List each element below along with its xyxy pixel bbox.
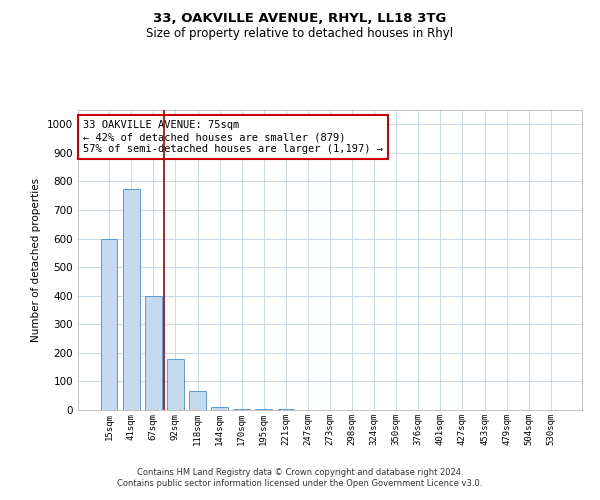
Bar (256, 409, 272, 410)
Text: 33 OAKVILLE AVENUE: 75sqm
← 42% of detached houses are smaller (879)
57% of semi: 33 OAKVILLE AVENUE: 75sqm ← 42% of detac… (83, 120, 383, 154)
Bar (123, 188, 140, 410)
Text: Contains HM Land Registry data © Crown copyright and database right 2024.
Contai: Contains HM Land Registry data © Crown c… (118, 468, 482, 487)
Text: Size of property relative to detached houses in Rhyl: Size of property relative to detached ho… (146, 28, 454, 40)
Bar (145, 296, 161, 410)
Y-axis label: Number of detached properties: Number of detached properties (31, 178, 41, 342)
Bar (211, 406, 228, 410)
Bar (233, 408, 250, 410)
Bar (101, 238, 118, 410)
Bar (189, 392, 206, 410)
Bar (167, 358, 184, 410)
Text: 33, OAKVILLE AVENUE, RHYL, LL18 3TG: 33, OAKVILLE AVENUE, RHYL, LL18 3TG (154, 12, 446, 26)
